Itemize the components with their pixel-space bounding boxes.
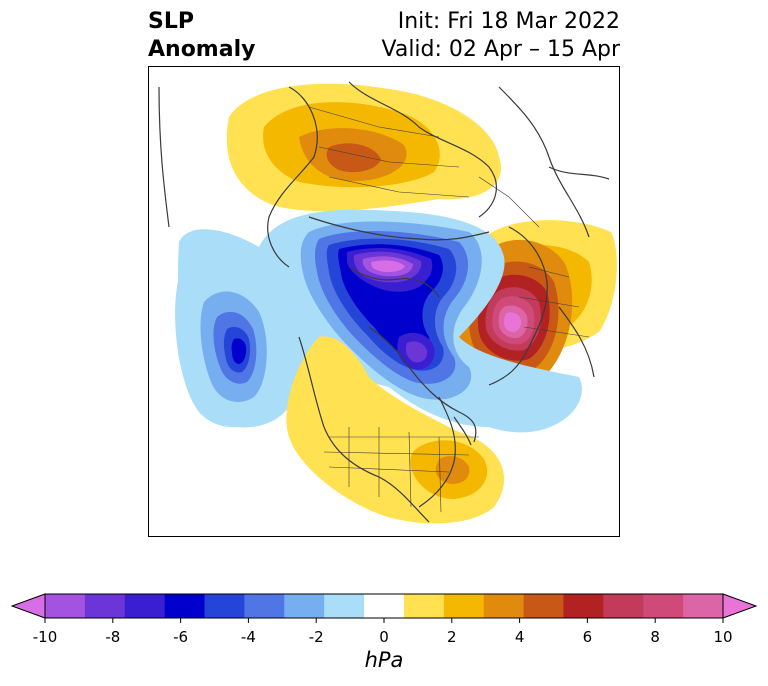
title-line-2: Anomaly [148, 37, 256, 62]
colorbar-bin [244, 594, 285, 618]
colorbar-bin [563, 594, 604, 618]
colorbar-extend-high [722, 593, 758, 619]
title-line-1: SLP [148, 9, 194, 34]
colorbar-bin [643, 594, 684, 618]
init-date: Init: Fri 18 Mar 2022 [397, 9, 620, 34]
colorbar-bin [45, 594, 86, 618]
colorbar-bin [483, 594, 525, 618]
colorbar-bin [324, 594, 365, 618]
colorbar-tick-label: 8 [650, 628, 660, 646]
slp-anomaly-map [148, 66, 620, 537]
colorbar-bin [124, 594, 166, 618]
colorbar-tick-label: -8 [105, 628, 121, 646]
colorbar-bin [84, 594, 126, 618]
colorbar-bin [204, 594, 245, 618]
colorbar-bin [164, 594, 206, 618]
colorbar-tick-label: 0 [379, 628, 389, 646]
colorbar-extend-low [10, 593, 46, 619]
map-title: SLP Anomaly [148, 8, 255, 64]
colorbar-tick-label: 2 [447, 628, 457, 646]
colorbar-bin [523, 594, 564, 618]
negative-anomaly-pacific [175, 253, 290, 428]
colorbar-bin [284, 594, 325, 618]
negative-anomaly-arctic [178, 209, 582, 433]
colorbar-tick-label: -2 [308, 628, 324, 646]
country-borders [308, 106, 590, 513]
colorbar-tick-label: -6 [173, 628, 189, 646]
colorbar-bin [364, 594, 405, 618]
coastlines [158, 81, 610, 523]
colorbar-tick-label: 4 [514, 628, 525, 646]
valid-range: Valid: 02 Apr – 15 Apr [381, 37, 621, 62]
colorbar-tick-label: -10 [32, 628, 58, 646]
colorbar-units: hPa [364, 648, 404, 672]
colorbar-tick-label: -4 [240, 628, 256, 646]
colorbar [10, 593, 758, 623]
colorbar-bin [403, 594, 445, 618]
colorbar-bin [683, 594, 724, 618]
colorbar-tick-label: 10 [713, 628, 733, 646]
colorbar-bin [443, 594, 485, 618]
colorbar-bin [603, 594, 644, 618]
map-canvas [149, 67, 619, 536]
forecast-info: Init: Fri 18 Mar 2022 Valid: 02 Apr – 15… [382, 8, 621, 64]
colorbar-tick-label: 6 [582, 628, 593, 646]
